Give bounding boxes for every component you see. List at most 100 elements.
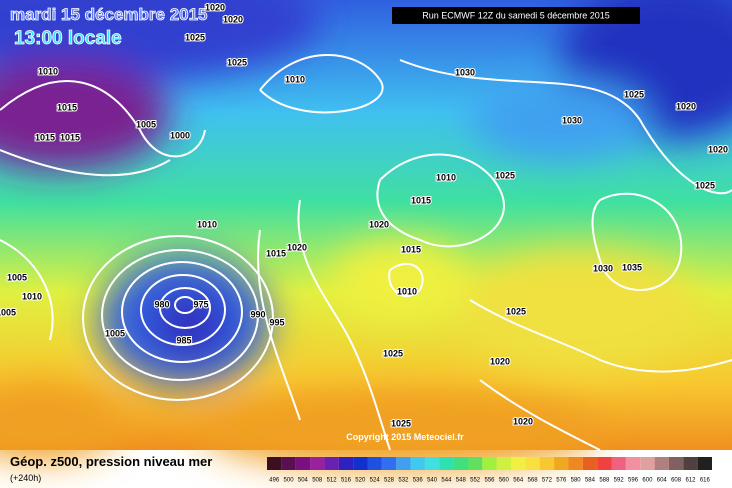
legend-swatch bbox=[511, 457, 526, 470]
legend-swatch bbox=[381, 457, 397, 470]
legend-swatch bbox=[697, 457, 712, 470]
legend-label: 576 bbox=[556, 478, 567, 484]
isobar-label: 980 bbox=[154, 299, 169, 309]
isobar-label: 1025 bbox=[695, 180, 715, 190]
isobar-label: 1015 bbox=[35, 132, 55, 142]
isobar-label: 1010 bbox=[436, 172, 456, 182]
legend-label: 548 bbox=[456, 478, 467, 484]
legend-swatch bbox=[424, 457, 440, 470]
isobar-label: 1035 bbox=[622, 262, 642, 272]
legend-label: 604 bbox=[657, 478, 668, 484]
isobar-label: 1010 bbox=[38, 66, 58, 76]
legend-label: 528 bbox=[384, 478, 395, 484]
isobar-label: 1010 bbox=[197, 219, 217, 229]
legend-label: 556 bbox=[484, 478, 495, 484]
isobar-label: 1005 bbox=[136, 119, 156, 129]
legend-swatch bbox=[582, 457, 598, 470]
legend-label: 596 bbox=[628, 478, 639, 484]
legend-label: 560 bbox=[499, 478, 510, 484]
isobar-label: 1020 bbox=[708, 144, 728, 154]
isobar-label: 1015 bbox=[266, 248, 286, 258]
isobar-label: 1030 bbox=[455, 67, 475, 77]
legend-swatch bbox=[611, 457, 626, 470]
legend-swatch bbox=[281, 457, 296, 470]
isobar-label: 1025 bbox=[495, 170, 515, 180]
legend-label: 512 bbox=[327, 478, 338, 484]
isobar-label: 1015 bbox=[60, 132, 80, 142]
legend-label: 544 bbox=[441, 478, 452, 484]
run-info: Run ECMWF 12Z du samedi 5 décembre 2015 bbox=[422, 10, 610, 20]
legend-swatch bbox=[654, 457, 669, 470]
legend-label: 564 bbox=[513, 478, 524, 484]
isobar-label: 1010 bbox=[22, 291, 42, 301]
legend-swatch bbox=[353, 457, 368, 470]
isobar-label: 1010 bbox=[285, 74, 305, 84]
legend-label: 552 bbox=[470, 478, 481, 484]
legend-label: 572 bbox=[542, 478, 553, 484]
legend-swatch bbox=[683, 457, 698, 470]
legend-label: 532 bbox=[398, 478, 409, 484]
isobar-label: 1015 bbox=[401, 244, 421, 254]
legend-label: 516 bbox=[341, 478, 352, 484]
legend: 496 500 504 508 512 516 520 524 528 532 536 540 544 5… bbox=[267, 457, 712, 484]
legend-swatch bbox=[396, 457, 411, 470]
legend-label: 500 bbox=[284, 478, 295, 484]
isobar-label: 1020 bbox=[223, 14, 243, 24]
legend-swatch bbox=[310, 457, 325, 470]
legend-swatch bbox=[324, 457, 339, 470]
isobar-label: 1000 bbox=[170, 130, 190, 140]
isobar-labels: 1020102010251025101010101030102510201015… bbox=[0, 1, 729, 429]
isobar-label: 1005 bbox=[105, 328, 125, 338]
legend-swatch bbox=[267, 457, 282, 470]
legend-swatch bbox=[625, 457, 641, 470]
isobar-label: 1025 bbox=[383, 348, 403, 358]
legend-swatch bbox=[467, 457, 483, 470]
legend-label: 504 bbox=[298, 478, 309, 484]
isobar-label: 1020 bbox=[676, 101, 696, 111]
legend-swatch bbox=[640, 457, 655, 470]
legend-label: 584 bbox=[585, 478, 596, 484]
legend-label: 612 bbox=[685, 478, 696, 484]
run-box bbox=[392, 7, 640, 24]
isobar-label: 1020 bbox=[369, 219, 389, 229]
isobar-label: 1030 bbox=[593, 263, 613, 273]
legend-label: 524 bbox=[370, 478, 381, 484]
legend-swatch bbox=[367, 457, 382, 470]
legend-label: 580 bbox=[571, 478, 582, 484]
isobar-label: 975 bbox=[193, 299, 208, 309]
isobar-label: 1025 bbox=[624, 89, 644, 99]
legend-swatch bbox=[539, 457, 555, 470]
isobar-label: 1025 bbox=[185, 32, 205, 42]
legend-label: 616 bbox=[700, 478, 711, 484]
isobar-label: 1020 bbox=[287, 242, 307, 252]
isobars bbox=[0, 54, 732, 451]
legend-swatch bbox=[554, 457, 569, 470]
legend-label: 536 bbox=[413, 478, 424, 484]
isobar-label: 1005 bbox=[7, 272, 27, 282]
legend-swatch bbox=[439, 457, 454, 470]
isobar-label: 1005 bbox=[0, 307, 16, 317]
legend-swatch bbox=[668, 457, 684, 470]
isobar-label: 1015 bbox=[57, 102, 77, 112]
legend-swatch bbox=[496, 457, 512, 470]
legend-label: 496 bbox=[269, 478, 280, 484]
isobar-label: 1025 bbox=[506, 306, 526, 316]
legend-label: 540 bbox=[427, 478, 438, 484]
isobar-label: 1020 bbox=[490, 356, 510, 366]
legend-swatch bbox=[568, 457, 583, 470]
legend-swatch bbox=[525, 457, 540, 470]
legend-swatch bbox=[482, 457, 497, 470]
footer-title: Géop. z500, pression niveau mer bbox=[10, 454, 212, 469]
legend-label: 608 bbox=[671, 478, 682, 484]
legend-swatch bbox=[597, 457, 612, 470]
legend-swatch bbox=[453, 457, 468, 470]
isobar-label: 1030 bbox=[562, 115, 582, 125]
legend-swatch bbox=[338, 457, 354, 470]
isobar-label: 995 bbox=[269, 317, 284, 327]
isobar-label: 1010 bbox=[397, 286, 417, 296]
legend-swatch bbox=[410, 457, 425, 470]
forecast-lead: (+240h) bbox=[10, 473, 41, 483]
legend-label: 568 bbox=[528, 478, 539, 484]
date: mardi 15 décembre 2015 bbox=[10, 5, 208, 24]
